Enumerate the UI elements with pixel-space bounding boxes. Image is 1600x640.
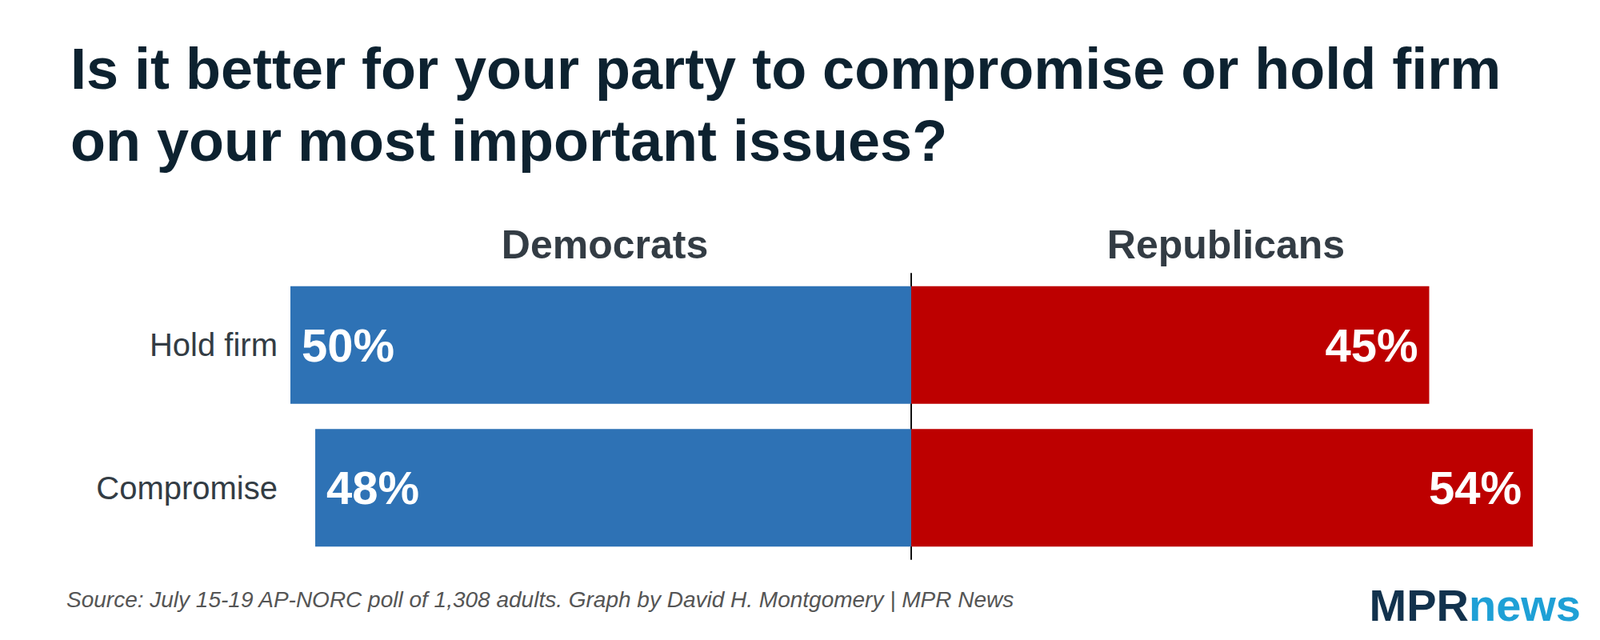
svg-text:Democrats: Democrats	[501, 222, 708, 268]
svg-text:Compromise: Compromise	[96, 470, 278, 506]
svg-text:MPR: MPR	[1369, 580, 1469, 631]
svg-text:48%: 48%	[326, 461, 420, 514]
svg-text:Hold firm: Hold firm	[149, 327, 278, 363]
svg-text:Republicans: Republicans	[1107, 222, 1345, 268]
svg-text:Is it better for your party to: Is it better for your party to compromis…	[70, 36, 1517, 101]
svg-text:news: news	[1468, 580, 1581, 631]
svg-text:54%: 54%	[1428, 461, 1522, 514]
svg-text:50%: 50%	[301, 319, 395, 372]
svg-text:45%: 45%	[1324, 319, 1418, 372]
svg-text:Source: July 15-19 AP-NORC pol: Source: July 15-19 AP-NORC poll of 1,308…	[66, 587, 1014, 612]
svg-text:on your most important issues?: on your most important issues?	[70, 108, 948, 173]
